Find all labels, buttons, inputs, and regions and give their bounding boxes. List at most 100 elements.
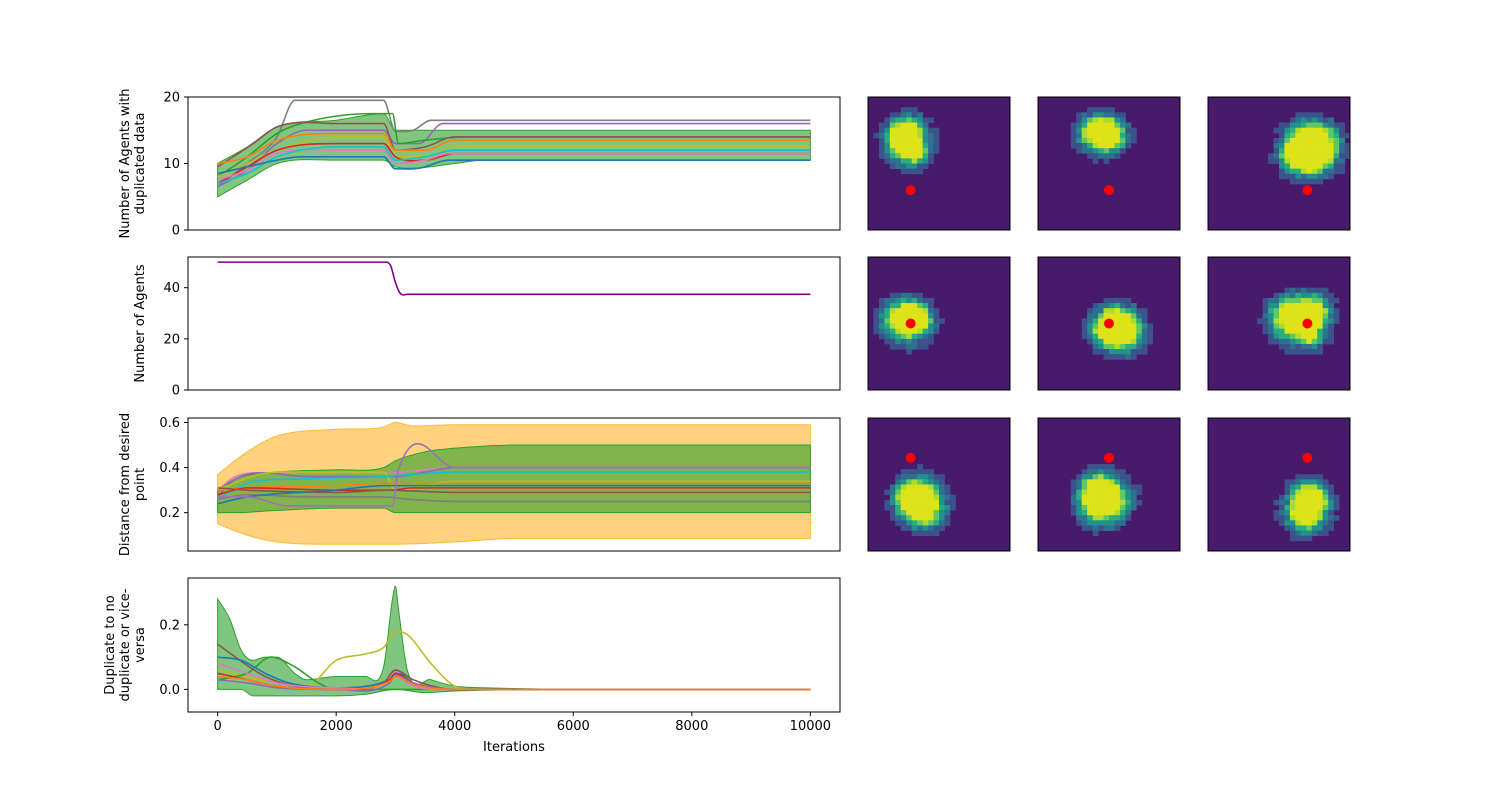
heatmap-cell (1087, 137, 1094, 144)
heatmap-cell (895, 489, 902, 496)
heatmap-cell (1289, 287, 1296, 294)
heatmap-cell (906, 525, 913, 531)
heatmap-cell (1076, 494, 1083, 501)
heatmap-cell (1087, 510, 1094, 516)
heatmap-cell (1076, 132, 1083, 139)
heatmap-cell (900, 148, 907, 154)
heatmap-cell (1289, 349, 1296, 355)
heatmap-cell (944, 520, 951, 526)
heatmap-cell (933, 479, 940, 485)
heatmap-cell (884, 148, 891, 154)
heatmap-cell (900, 163, 907, 170)
heatmap-cell (889, 143, 896, 149)
heatmap-cell (1306, 474, 1313, 480)
heatmap-cell (1295, 297, 1302, 304)
heatmap-cell (1092, 313, 1099, 319)
y-tick-label: 0.2 (159, 506, 180, 521)
heatmap-cell (884, 338, 891, 345)
heatmap-cell (1119, 489, 1126, 496)
heatmap-cell (939, 520, 945, 526)
heatmap-cell (1273, 153, 1280, 159)
heatmap-cell (1114, 494, 1121, 501)
heatmap-cell (1322, 530, 1329, 537)
heatmap-cell (1098, 313, 1104, 319)
heatmap-cell (1333, 515, 1340, 521)
heatmap-panel-9 (1207, 417, 1351, 552)
heatmap-cell (1322, 484, 1329, 491)
heatmap-cell (922, 297, 929, 304)
heatmap-cell (1311, 173, 1318, 180)
heatmap-cell (1081, 479, 1088, 485)
heatmap-cell (939, 484, 945, 491)
heatmap-cell (1098, 112, 1104, 118)
heatmap-cell (1081, 333, 1088, 340)
heatmap-cell (878, 132, 885, 139)
heatmap-cell (1317, 349, 1324, 355)
heatmap-cell (1333, 153, 1340, 159)
heatmap-cell (939, 479, 945, 485)
heatmap-cell (1322, 525, 1329, 531)
heatmap-cell (1092, 117, 1099, 123)
heatmap-cell (1333, 168, 1340, 175)
heatmap-cell (1114, 510, 1121, 516)
heatmap-cell (878, 328, 885, 335)
heatmap-frame (1207, 96, 1351, 231)
heatmap-cell (1103, 153, 1110, 159)
heatmap-cell (1322, 173, 1329, 180)
heatmap-cell (1306, 504, 1313, 511)
heatmap-cell (1125, 323, 1132, 330)
heatmap-cell (906, 148, 913, 154)
heatmap-cell (1114, 148, 1121, 154)
heatmap-cell (1322, 504, 1329, 511)
heatmap-cell (917, 132, 924, 139)
line-panel-3: 0.2 0.4 0.6 Distance from desiredpoint (118, 413, 841, 556)
heatmap-cell (1284, 525, 1291, 531)
heatmap-cell (1092, 515, 1099, 521)
heatmap-cell (1279, 515, 1285, 521)
heatmap-panel-3 (1207, 96, 1351, 231)
heatmap-cell (1289, 323, 1296, 330)
axes-frame (187, 577, 841, 713)
heatmap-cell (1311, 494, 1318, 501)
heatmap-cell (1279, 292, 1285, 299)
heatmap-cell (1087, 504, 1094, 511)
heatmap-cell (1311, 530, 1318, 537)
heatmap-cell (1322, 122, 1329, 129)
heatmap-cell (1295, 525, 1302, 531)
plot-area (217, 585, 811, 697)
target-point-marker (1302, 452, 1313, 463)
heatmap-cell (906, 313, 913, 319)
heatmap-cell (1311, 287, 1318, 294)
heatmap-cell (1109, 343, 1115, 350)
heatmap-cell (1092, 158, 1099, 164)
heatmap-cell (1311, 117, 1318, 123)
heatmap-cell (939, 515, 945, 521)
heatmap-cell (1147, 323, 1154, 330)
heatmap-cell (933, 525, 940, 531)
heatmap-cell (1284, 349, 1291, 355)
heatmap-cell (1092, 308, 1099, 314)
heatmap-cell (1279, 333, 1285, 340)
heatmap-cell (1311, 297, 1318, 304)
heatmap-cell (1295, 153, 1302, 159)
heatmap-cell (1317, 525, 1324, 531)
heatmap-cell (884, 158, 891, 164)
heatmap-cell (1147, 338, 1154, 345)
heatmap-cell (928, 333, 934, 340)
heatmap-cell (1136, 318, 1143, 324)
heatmap-cell (1109, 474, 1115, 480)
heatmap-cell (889, 122, 896, 129)
heatmap-cell (1317, 173, 1324, 180)
heatmap-cell (1070, 122, 1077, 129)
heatmap-cell (1328, 499, 1335, 506)
heatmap-cell (1284, 489, 1291, 496)
heatmap-cell (1141, 333, 1148, 340)
heatmap-cell (1119, 479, 1126, 485)
heatmap-cell (1103, 489, 1110, 496)
heatmap-cell (911, 499, 918, 506)
heatmap-cell (928, 323, 934, 330)
heatmap-cell (1119, 333, 1126, 340)
heatmap-cell (1141, 308, 1148, 314)
heatmap-cell (1114, 499, 1121, 506)
heatmap-cell (1098, 122, 1104, 129)
